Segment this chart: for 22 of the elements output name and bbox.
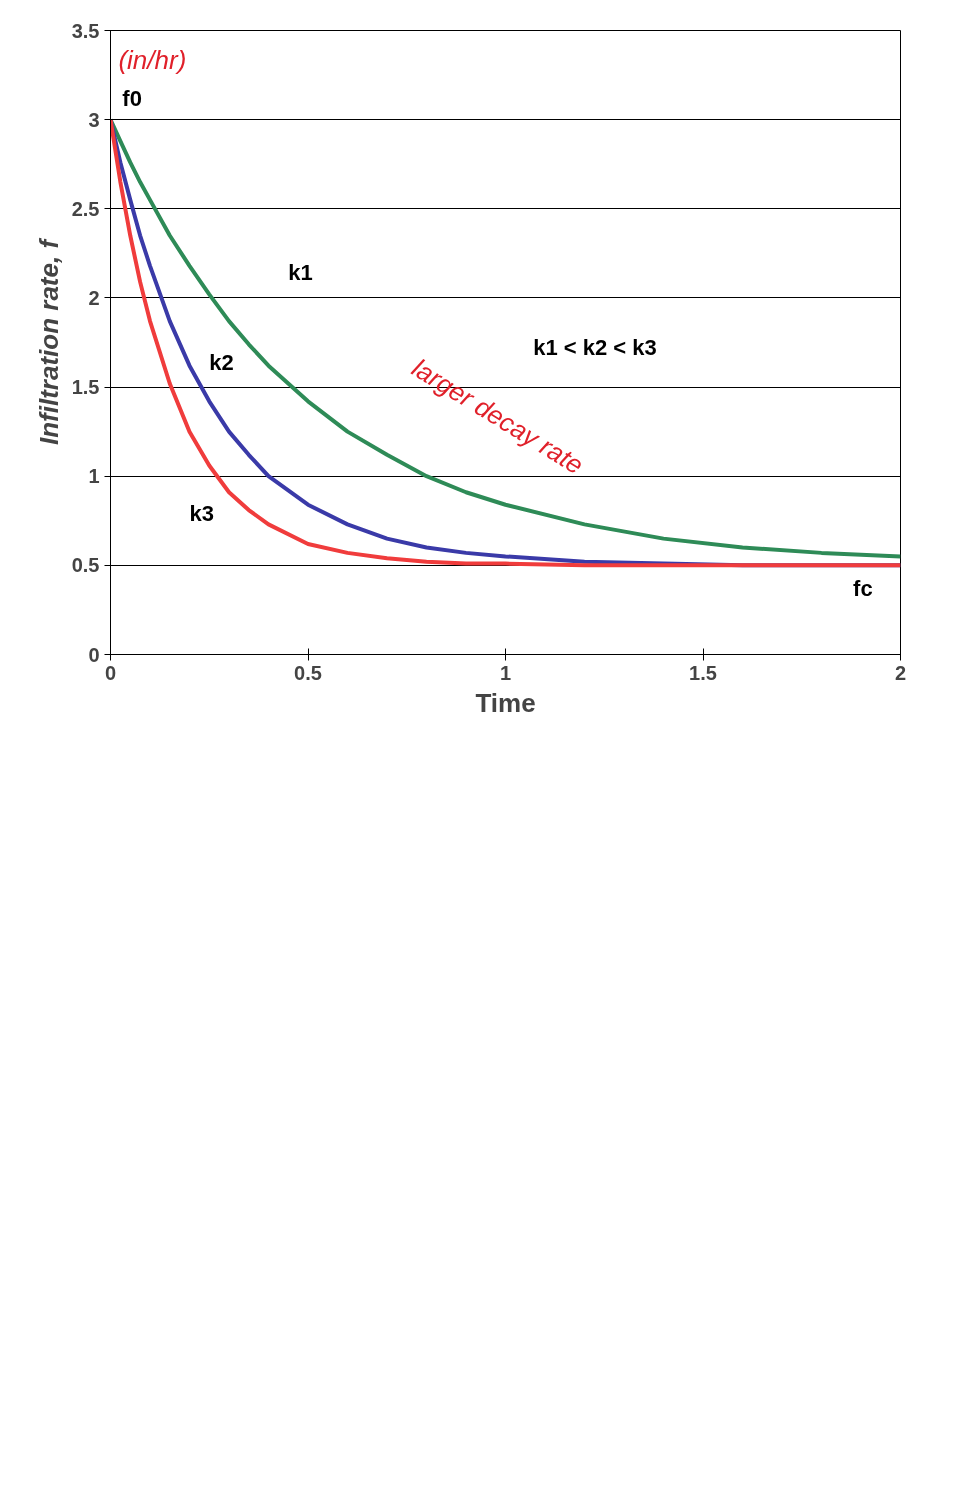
- annotation: k1 < k2 < k3: [533, 335, 657, 361]
- annotation: fc: [853, 576, 873, 602]
- x-tick-label: 0: [104, 661, 117, 684]
- y-tick-label: 3.5: [71, 19, 100, 42]
- annotation: k2: [209, 349, 234, 375]
- x-tick-label: 1: [499, 661, 512, 684]
- y-tick-label: 2: [88, 286, 100, 309]
- annotation: f0: [122, 85, 142, 111]
- annotation: k3: [189, 501, 214, 527]
- x-tick-label: 2: [894, 661, 907, 684]
- y-tick-label: 3: [88, 108, 100, 131]
- annotation: k1: [288, 260, 313, 286]
- x-tick-label: 1.5: [689, 661, 717, 684]
- y-tick-label: 2.5: [71, 197, 100, 220]
- y-tick-label: 0: [88, 643, 100, 666]
- x-tick-label: 0.5: [294, 661, 322, 684]
- y-tick-label: 1: [88, 465, 100, 488]
- y-tick-label: 0.5: [71, 554, 100, 577]
- x-axis-title: Time: [475, 687, 536, 718]
- y-tick-label: 1.5: [71, 376, 100, 399]
- annotation: (in/hr): [118, 45, 187, 76]
- y-axis-title: Infiltration rate, f: [33, 237, 64, 446]
